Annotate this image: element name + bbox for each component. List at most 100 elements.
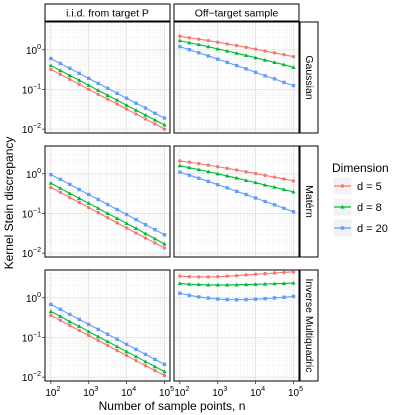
data-point <box>87 322 91 327</box>
data-point <box>143 359 148 364</box>
data-point <box>272 51 277 55</box>
data-point <box>197 176 201 180</box>
data-point <box>206 282 211 287</box>
data-point <box>177 281 183 285</box>
data-point <box>291 54 296 59</box>
y-tick-label: 10−1 <box>22 83 41 96</box>
data-point <box>234 189 239 194</box>
data-point <box>67 73 72 78</box>
data-point <box>134 217 138 222</box>
data-point <box>281 281 287 285</box>
data-point <box>225 166 229 171</box>
data-point <box>253 272 258 276</box>
data-point <box>162 122 167 127</box>
data-point <box>143 363 148 368</box>
data-point <box>215 46 220 51</box>
data-point <box>67 319 72 324</box>
panel-border <box>173 269 300 382</box>
data-point <box>86 201 91 205</box>
data-point <box>77 324 82 328</box>
data-point <box>197 161 201 166</box>
data-point <box>282 53 286 57</box>
row-strip <box>299 21 319 134</box>
data-point <box>105 97 110 101</box>
data-point <box>105 339 110 344</box>
data-point <box>124 221 129 226</box>
data-point <box>114 216 120 221</box>
data-point <box>263 199 267 204</box>
data-point <box>291 270 296 274</box>
data-point <box>263 173 267 178</box>
data-point <box>124 342 129 347</box>
data-point <box>282 270 286 275</box>
data-point <box>291 179 296 183</box>
data-point <box>206 54 210 58</box>
data-point <box>68 66 72 71</box>
data-point <box>58 318 63 323</box>
x-tick-label: 105 <box>159 386 174 399</box>
data-point <box>77 187 81 192</box>
data-point <box>115 221 119 225</box>
data-point <box>178 170 182 174</box>
data-point <box>282 206 286 210</box>
data-point <box>162 241 167 246</box>
data-point <box>281 187 287 192</box>
data-point <box>96 197 100 202</box>
data-point <box>244 67 248 71</box>
data-point <box>243 178 249 182</box>
data-point <box>272 77 277 81</box>
x-tick-label: 105 <box>288 386 303 399</box>
row-strip-label: Gaussian <box>303 55 315 100</box>
data-point <box>124 226 129 230</box>
data-point <box>196 282 201 287</box>
data-point <box>272 281 277 286</box>
data-point <box>143 231 148 236</box>
data-point <box>206 44 211 49</box>
panel <box>44 269 171 382</box>
data-point <box>68 77 72 82</box>
data-point <box>253 70 258 75</box>
data-point <box>244 297 248 302</box>
data-point <box>282 177 286 181</box>
data-point <box>187 160 192 164</box>
data-point <box>58 190 63 195</box>
data-point <box>124 353 129 358</box>
data-point <box>124 349 129 354</box>
data-point <box>162 233 167 237</box>
data-point <box>253 55 258 60</box>
data-point <box>105 202 110 207</box>
data-point <box>162 116 167 120</box>
data-point <box>152 117 158 122</box>
data-point <box>262 57 268 62</box>
data-point <box>134 112 138 116</box>
data-point <box>234 282 239 287</box>
data-point <box>253 282 258 286</box>
data-point <box>58 307 63 312</box>
data-point <box>244 45 248 50</box>
data-point <box>105 332 110 337</box>
data-point <box>153 368 157 373</box>
data-point <box>153 122 157 126</box>
data-point <box>225 186 229 190</box>
data-point <box>68 312 72 317</box>
data-point <box>143 112 148 117</box>
data-point <box>206 38 210 43</box>
data-point <box>234 168 239 172</box>
data-point <box>187 281 192 286</box>
data-point <box>87 192 91 197</box>
data-point <box>153 111 157 116</box>
data-point <box>263 271 267 276</box>
data-point <box>49 185 53 190</box>
data-point <box>291 65 296 69</box>
data-point <box>197 37 201 41</box>
data-point <box>272 184 277 189</box>
data-point <box>234 175 239 180</box>
y-axis-title: Kernel Stein discrepancy <box>2 137 16 270</box>
data-point <box>215 282 220 287</box>
data-point <box>124 107 129 111</box>
x-tick-label: 104 <box>250 386 265 399</box>
panel-border <box>44 21 171 134</box>
data-point <box>95 206 101 210</box>
data-point <box>206 179 210 184</box>
data-point <box>234 50 239 55</box>
